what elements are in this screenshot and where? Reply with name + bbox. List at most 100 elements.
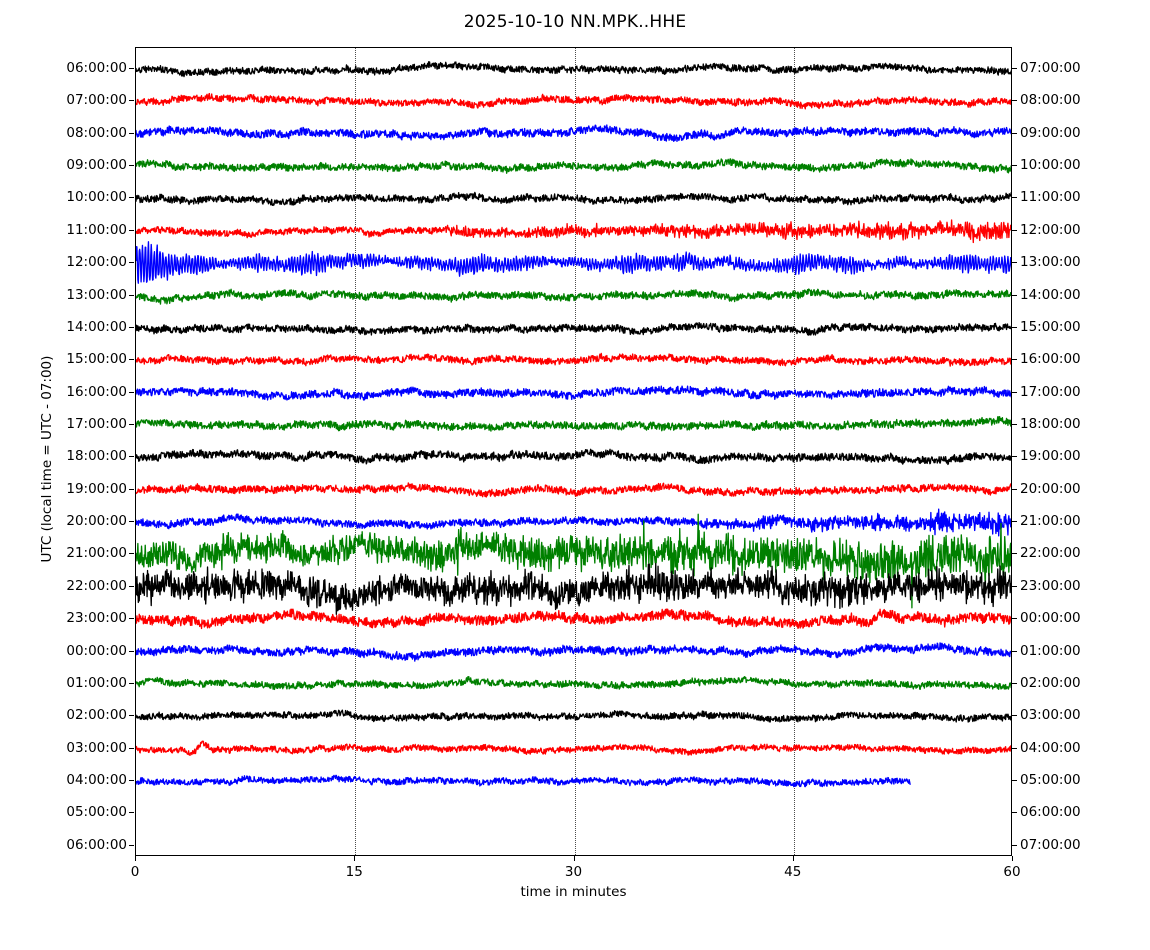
y-axis-labels-right: 07:00:00 08:00:00 09:00:00 10:00:00 11:00:00… — [1020, 0, 1150, 950]
y-tick-label-left-3: 09:00:00 — [66, 157, 127, 174]
trace-15-00-00 — [136, 352, 1011, 367]
y-tick-left-14 — [129, 521, 134, 523]
y-tick-right-21 — [1012, 747, 1017, 749]
y-tick-label-left-19: 01:00:00 — [66, 674, 127, 691]
y-tick-label-right-1: 08:00:00 — [1020, 92, 1081, 109]
x-tick-15 — [354, 856, 356, 861]
y-tick-right-5 — [1012, 229, 1017, 231]
y-tick-right-12 — [1012, 456, 1017, 458]
y-tick-label-right-22: 05:00:00 — [1020, 771, 1081, 788]
y-tick-label-left-11: 17:00:00 — [66, 415, 127, 432]
x-tick-30 — [573, 856, 575, 861]
y-tick-label-left-17: 23:00:00 — [66, 610, 127, 627]
trace-09-00-00 — [136, 158, 1011, 174]
trace-02-00-00 — [136, 709, 1011, 723]
y-tick-label-right-11: 18:00:00 — [1020, 415, 1081, 432]
y-tick-left-2 — [129, 132, 134, 134]
trace-08-00-00 — [136, 124, 1011, 143]
y-tick-right-14 — [1012, 521, 1017, 523]
y-tick-left-19 — [129, 682, 134, 684]
y-tick-label-right-12: 19:00:00 — [1020, 448, 1081, 465]
gridline-30 — [574, 48, 576, 855]
y-tick-label-right-3: 10:00:00 — [1020, 157, 1081, 174]
y-axis-labels-left: 06:00:00 07:00:00 08:00:00 09:00:00 10:00:00… — [0, 0, 127, 950]
y-tick-label-right-8: 15:00:00 — [1020, 318, 1081, 335]
trace-01-00-00 — [136, 676, 1011, 691]
y-tick-left-12 — [129, 456, 134, 458]
y-tick-label-right-6: 13:00:00 — [1020, 254, 1081, 271]
y-tick-left-0 — [129, 68, 134, 70]
trace-10-00-00 — [136, 191, 1011, 207]
y-tick-label-right-20: 03:00:00 — [1020, 707, 1081, 724]
y-tick-label-left-9: 15:00:00 — [66, 351, 127, 368]
x-tick-45 — [792, 856, 794, 861]
x-tick-label-15: 15 — [345, 864, 363, 880]
y-tick-left-20 — [129, 715, 134, 717]
trace-04-00-00 — [136, 774, 911, 788]
trace-11-00-00 — [136, 219, 1011, 244]
y-tick-label-right-23: 06:00:00 — [1020, 804, 1081, 821]
y-tick-left-3 — [129, 165, 134, 167]
trace-00-00-00 — [136, 642, 1011, 662]
y-tick-label-right-14: 21:00:00 — [1020, 513, 1081, 530]
y-tick-left-11 — [129, 423, 134, 425]
y-tick-label-right-16: 23:00:00 — [1020, 577, 1081, 594]
x-tick-label-45: 45 — [784, 864, 802, 880]
y-tick-label-left-22: 04:00:00 — [66, 771, 127, 788]
y-tick-right-6 — [1012, 262, 1017, 264]
y-tick-label-left-7: 13:00:00 — [66, 286, 127, 303]
y-tick-right-19 — [1012, 682, 1017, 684]
page-title: 2025-10-10 NN.MPK..HHE — [463, 12, 687, 32]
y-tick-left-21 — [129, 747, 134, 749]
y-tick-right-13 — [1012, 488, 1017, 490]
y-tick-left-4 — [129, 197, 134, 199]
x-axis-title: time in minutes — [520, 884, 627, 900]
y-tick-label-right-5: 12:00:00 — [1020, 221, 1081, 238]
y-tick-label-right-19: 02:00:00 — [1020, 674, 1081, 691]
trace-06-00-00 — [136, 61, 1011, 78]
y-tick-right-23 — [1012, 812, 1017, 814]
y-tick-label-left-15: 21:00:00 — [66, 545, 127, 562]
y-tick-right-15 — [1012, 553, 1017, 555]
x-tick-label-0: 0 — [130, 864, 140, 880]
y-tick-label-right-17: 00:00:00 — [1020, 610, 1081, 627]
y-tick-left-17 — [129, 618, 134, 620]
y-tick-right-2 — [1012, 132, 1017, 134]
y-tick-right-22 — [1012, 779, 1017, 781]
y-tick-right-7 — [1012, 294, 1017, 296]
y-tick-right-16 — [1012, 585, 1017, 587]
y-tick-label-right-4: 11:00:00 — [1020, 189, 1081, 206]
y-tick-right-0 — [1012, 68, 1017, 70]
y-tick-left-8 — [129, 326, 134, 328]
seismogram-traces — [136, 61, 1011, 788]
trace-19-00-00 — [136, 482, 1011, 498]
y-tick-right-10 — [1012, 391, 1017, 393]
y-tick-right-3 — [1012, 165, 1017, 167]
x-tick-label-30: 30 — [564, 864, 583, 880]
y-tick-left-5 — [129, 229, 134, 231]
trace-20-00-00 — [136, 508, 1011, 537]
y-tick-label-left-14: 20:00:00 — [66, 513, 127, 530]
x-tick-0 — [135, 856, 136, 861]
y-tick-label-right-15: 22:00:00 — [1020, 545, 1081, 562]
y-tick-left-10 — [129, 391, 134, 393]
x-tick-60 — [1012, 856, 1013, 861]
y-tick-left-13 — [129, 488, 134, 490]
gridline-15 — [355, 48, 357, 855]
y-tick-right-17 — [1012, 618, 1017, 620]
y-tick-right-4 — [1012, 197, 1017, 199]
y-tick-left-22 — [129, 779, 134, 781]
y-tick-label-right-13: 20:00:00 — [1020, 480, 1081, 497]
y-tick-label-right-21: 04:00:00 — [1020, 739, 1081, 756]
trace-21-00-00 — [136, 513, 1011, 609]
y-tick-label-right-24: 07:00:00 — [1020, 836, 1081, 853]
y-tick-left-24 — [129, 844, 134, 846]
y-tick-right-1 — [1012, 100, 1017, 102]
y-tick-left-6 — [129, 262, 134, 264]
trace-07-00-00 — [136, 92, 1011, 110]
y-tick-label-left-18: 00:00:00 — [66, 642, 127, 659]
y-tick-label-left-21: 03:00:00 — [66, 739, 127, 756]
y-tick-left-9 — [129, 359, 134, 361]
y-tick-right-9 — [1012, 359, 1017, 361]
y-tick-label-right-10: 17:00:00 — [1020, 383, 1081, 400]
